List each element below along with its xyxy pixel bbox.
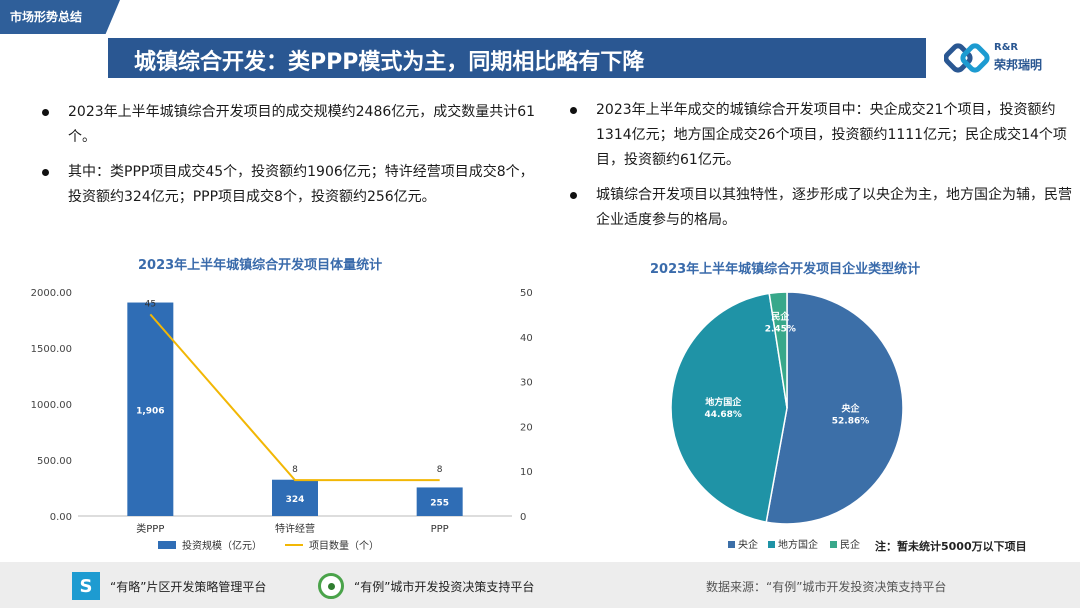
legend-swatch-bar — [158, 541, 176, 549]
pie-slice — [768, 291, 788, 409]
line-value-label: 8 — [437, 465, 443, 475]
summary-bullets-left: 2023年上半年城镇综合开发项目的成交规模约2486亿元，成交数量共计61个。 … — [38, 100, 538, 220]
footer: S “有略”片区开发策略管理平台 “有例”城市开发投资决策支持平台 数据来源：“… — [0, 562, 1080, 608]
slice-name-label: 地方国企 — [705, 396, 742, 408]
bar — [416, 487, 463, 516]
logo-text-en: R&R — [994, 42, 1019, 53]
legend-label: 地方国企 — [778, 538, 818, 551]
company-logo: R&R 荣邦瑞明 — [943, 40, 1074, 76]
platform-youli[interactable]: “有例”城市开发投资决策支持平台 — [318, 572, 534, 600]
pie-note: 注：暂未统计5000万以下项目 — [875, 540, 1027, 553]
logo-icon — [943, 43, 990, 73]
y-right-tick-label: 20 — [520, 422, 533, 433]
slice-name-label: 民企 — [771, 310, 790, 322]
logo-text-cn: 荣邦瑞明 — [994, 58, 1043, 72]
line-series — [149, 313, 440, 482]
bar-line-chart: 0.00 500.00 1000.00 1500.00 2000.00 0 10 20 30 40… — [31, 288, 533, 552]
slice-name-label: 央企 — [842, 403, 861, 415]
slice-value-label: 44.68% — [704, 410, 742, 420]
legend-label: 项目数量（个） — [309, 539, 379, 552]
line-value-label: 45 — [145, 299, 156, 309]
platform-youlue-label: “有略”片区开发策略管理平台 — [110, 579, 267, 594]
pie-slice — [765, 291, 904, 525]
y-left-tick-label: 1500.00 — [31, 344, 72, 355]
x-tick-label: PPP — [431, 524, 449, 535]
slice-value-label: 2.45% — [765, 324, 796, 334]
legend-swatch — [728, 541, 735, 548]
y-right-tick-label: 0 — [520, 512, 526, 523]
x-tick-label: 类PPP — [136, 522, 164, 535]
page-title: 城镇综合开发：类PPP模式为主，同期相比略有下降 — [134, 50, 645, 75]
y-right-tick-label: 40 — [520, 333, 533, 344]
bullet-item: 2023年上半年城镇综合开发项目的成交规模约2486亿元，成交数量共计61个。 — [38, 100, 538, 150]
y-left-tick-label: 1000.00 — [31, 400, 72, 411]
data-source: 数据来源：“有例”城市开发投资决策支持平台 — [706, 580, 947, 594]
y-right-tick-label: 50 — [520, 288, 533, 299]
pie-chart-title: 2023年上半年城镇综合开发项目企业类型统计 — [650, 262, 921, 277]
line-value-label: 8 — [292, 465, 298, 475]
youlue-logo-icon: S — [72, 572, 100, 600]
title-bar: 城镇综合开发：类PPP模式为主，同期相比略有下降 — [108, 38, 926, 78]
section-tag-label: 市场形势总结 — [10, 10, 83, 24]
bullet-item: 城镇综合开发项目以其独特性，逐步形成了以央企为主，地方国企为辅，民营企业适度参与… — [566, 183, 1072, 233]
legend-swatch — [768, 541, 775, 548]
x-tick-label: 特许经营 — [275, 522, 315, 535]
y-left-tick-label: 2000.00 — [31, 288, 72, 299]
y-left-tick-label: 0.00 — [50, 512, 72, 523]
bar — [127, 302, 174, 516]
legend-swatch — [830, 541, 837, 548]
platform-youli-label: “有例”城市开发投资决策支持平台 — [354, 579, 535, 594]
bullet-item: 2023年上半年成交的城镇综合开发项目中：央企成交21个项目，投资额约1314亿… — [566, 98, 1072, 173]
bullet-item: 其中：类PPP项目成交45个，投资额约1906亿元；特许经营项目成交8个，投资额… — [38, 160, 538, 210]
legend-label: 央企 — [738, 538, 758, 551]
platform-youlue[interactable]: S “有略”片区开发策略管理平台 — [72, 572, 266, 600]
bar — [272, 479, 318, 516]
youli-location-icon — [318, 573, 344, 599]
legend-label: 投资规模（亿元） — [182, 539, 262, 552]
legend-label: 民企 — [840, 538, 860, 551]
y-right-tick-label: 30 — [520, 378, 533, 389]
y-right-tick-label: 10 — [520, 467, 533, 478]
bar-value-label: 255 — [430, 499, 449, 509]
y-left-tick-label: 500.00 — [37, 456, 72, 467]
bar-chart-title: 2023年上半年城镇综合开发项目体量统计 — [138, 258, 383, 273]
pie-slice — [670, 292, 788, 523]
bar-value-label: 324 — [286, 495, 305, 505]
bar-value-label: 1,906 — [136, 406, 164, 416]
slice-value-label: 52.86% — [832, 417, 870, 427]
section-tag: 市场形势总结 — [0, 0, 120, 34]
summary-bullets-right: 2023年上半年成交的城镇综合开发项目中：央企成交21个项目，投资额约1314亿… — [566, 98, 1072, 243]
